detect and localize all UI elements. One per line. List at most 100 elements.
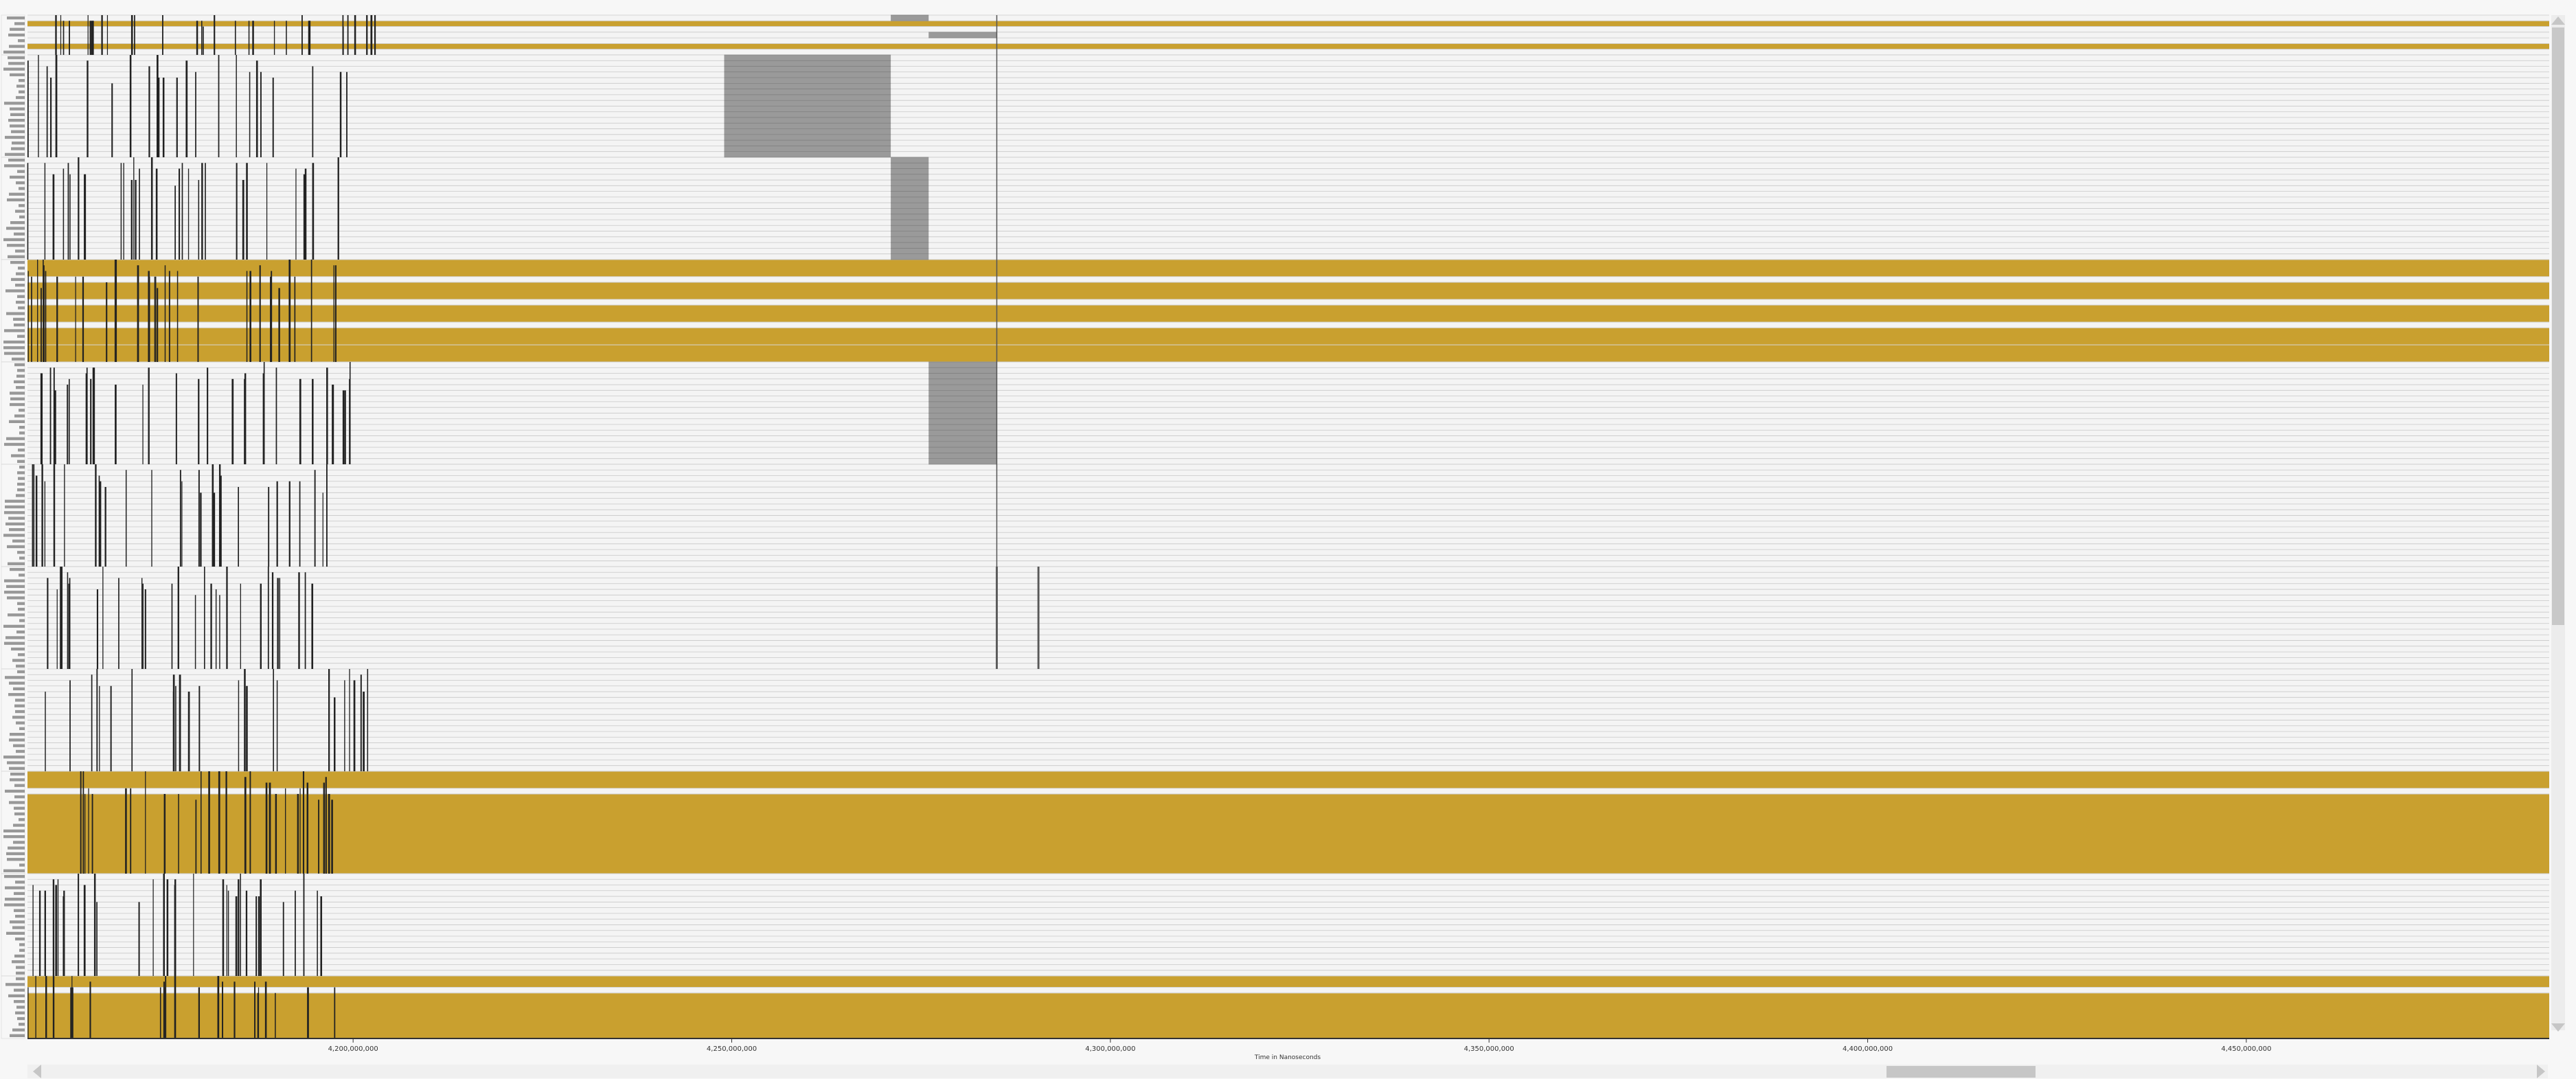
row-label bbox=[5, 289, 25, 292]
row-label bbox=[9, 801, 25, 804]
row-label bbox=[5, 983, 25, 986]
row-label bbox=[19, 431, 25, 434]
row-label bbox=[8, 613, 25, 616]
row-label bbox=[15, 710, 25, 713]
row-label bbox=[19, 863, 25, 866]
row-label bbox=[14, 909, 25, 912]
row-label bbox=[8, 563, 25, 565]
row-labels bbox=[1, 15, 25, 1038]
scroll-left-arrow-icon[interactable] bbox=[33, 1065, 41, 1078]
row-label bbox=[18, 448, 25, 451]
row-label bbox=[19, 619, 25, 622]
row-label bbox=[5, 523, 25, 525]
horizontal-scrollbar-thumb[interactable] bbox=[1887, 1066, 2036, 1078]
row-label bbox=[8, 255, 25, 258]
activity-block bbox=[891, 15, 928, 21]
row-label bbox=[4, 591, 25, 593]
row-label bbox=[3, 870, 25, 872]
row-label bbox=[4, 102, 25, 104]
row-label bbox=[8, 516, 25, 519]
row-label bbox=[3, 68, 25, 71]
row-label bbox=[9, 528, 25, 531]
row-label bbox=[14, 414, 25, 417]
row-label bbox=[18, 608, 25, 611]
row-label bbox=[5, 887, 25, 889]
row-label bbox=[3, 625, 25, 628]
row-label bbox=[18, 477, 25, 480]
row-label bbox=[10, 398, 25, 400]
row-label bbox=[4, 642, 25, 645]
row-label bbox=[9, 45, 25, 47]
row-label bbox=[8, 847, 25, 850]
row-label bbox=[7, 244, 25, 247]
row-label bbox=[12, 659, 25, 661]
row-label bbox=[5, 898, 25, 900]
row-label bbox=[17, 1017, 25, 1020]
row-label bbox=[19, 727, 25, 730]
row-label bbox=[4, 352, 25, 354]
row-label bbox=[15, 249, 25, 252]
row-label bbox=[10, 113, 25, 116]
row-label bbox=[8, 119, 25, 122]
row-label bbox=[10, 107, 25, 110]
row-label bbox=[15, 915, 25, 918]
x-tick-label: 4,450,000,000 bbox=[2221, 1045, 2271, 1053]
row-label bbox=[6, 227, 25, 229]
row-label bbox=[14, 989, 25, 992]
row-label bbox=[3, 51, 25, 54]
row-label bbox=[16, 181, 25, 184]
row-label bbox=[15, 209, 25, 212]
row-label bbox=[14, 22, 25, 25]
row-label bbox=[10, 73, 25, 76]
row-label bbox=[11, 278, 25, 281]
row-label bbox=[11, 130, 25, 133]
row-label bbox=[5, 136, 25, 139]
x-axis: 4,200,000,000 4,250,000,000 4,300,000,000 4… bbox=[27, 1038, 2549, 1053]
row-label bbox=[14, 323, 25, 326]
row-label bbox=[19, 949, 25, 952]
x-axis-label: Time in Nanoseconds bbox=[1254, 1054, 1321, 1061]
row-label bbox=[17, 488, 25, 491]
row-label bbox=[15, 881, 25, 883]
row-label bbox=[3, 756, 25, 758]
horizontal-scrollbar-track[interactable] bbox=[27, 1065, 2548, 1078]
row-label bbox=[10, 261, 25, 264]
scroll-right-arrow-icon[interactable] bbox=[2537, 1065, 2545, 1078]
row-label bbox=[16, 84, 25, 87]
x-tick-label: 4,250,000,000 bbox=[707, 1045, 757, 1053]
row-label bbox=[5, 676, 25, 679]
scroll-up-arrow-icon[interactable] bbox=[2551, 16, 2565, 25]
row-label bbox=[9, 193, 25, 196]
row-label bbox=[4, 875, 25, 878]
row-label bbox=[17, 471, 25, 474]
row-label bbox=[11, 648, 25, 650]
row-label bbox=[13, 318, 25, 321]
row-label bbox=[16, 665, 25, 668]
row-label bbox=[7, 198, 25, 201]
row-label bbox=[10, 176, 25, 179]
row-label bbox=[16, 273, 25, 275]
row-label bbox=[15, 698, 25, 701]
row-label bbox=[5, 500, 25, 503]
row-label bbox=[10, 391, 25, 394]
row-label bbox=[19, 556, 25, 559]
activity-block bbox=[928, 32, 996, 38]
row-label bbox=[17, 170, 25, 173]
vertical-scrollbar-thumb[interactable] bbox=[2552, 27, 2564, 625]
row-label bbox=[10, 733, 25, 736]
row-label bbox=[19, 187, 25, 190]
row-label bbox=[18, 653, 25, 656]
row-label bbox=[12, 141, 25, 144]
row-label bbox=[10, 773, 25, 775]
scroll-down-arrow-icon[interactable] bbox=[2551, 1023, 2565, 1032]
x-tick-label: 4,200,000,000 bbox=[328, 1045, 378, 1053]
row-label bbox=[12, 1028, 25, 1031]
row-label bbox=[17, 295, 25, 298]
row-label bbox=[10, 920, 25, 923]
row-label bbox=[3, 830, 25, 832]
row-label bbox=[14, 813, 25, 815]
row-label bbox=[9, 682, 25, 685]
row-label bbox=[4, 164, 25, 167]
